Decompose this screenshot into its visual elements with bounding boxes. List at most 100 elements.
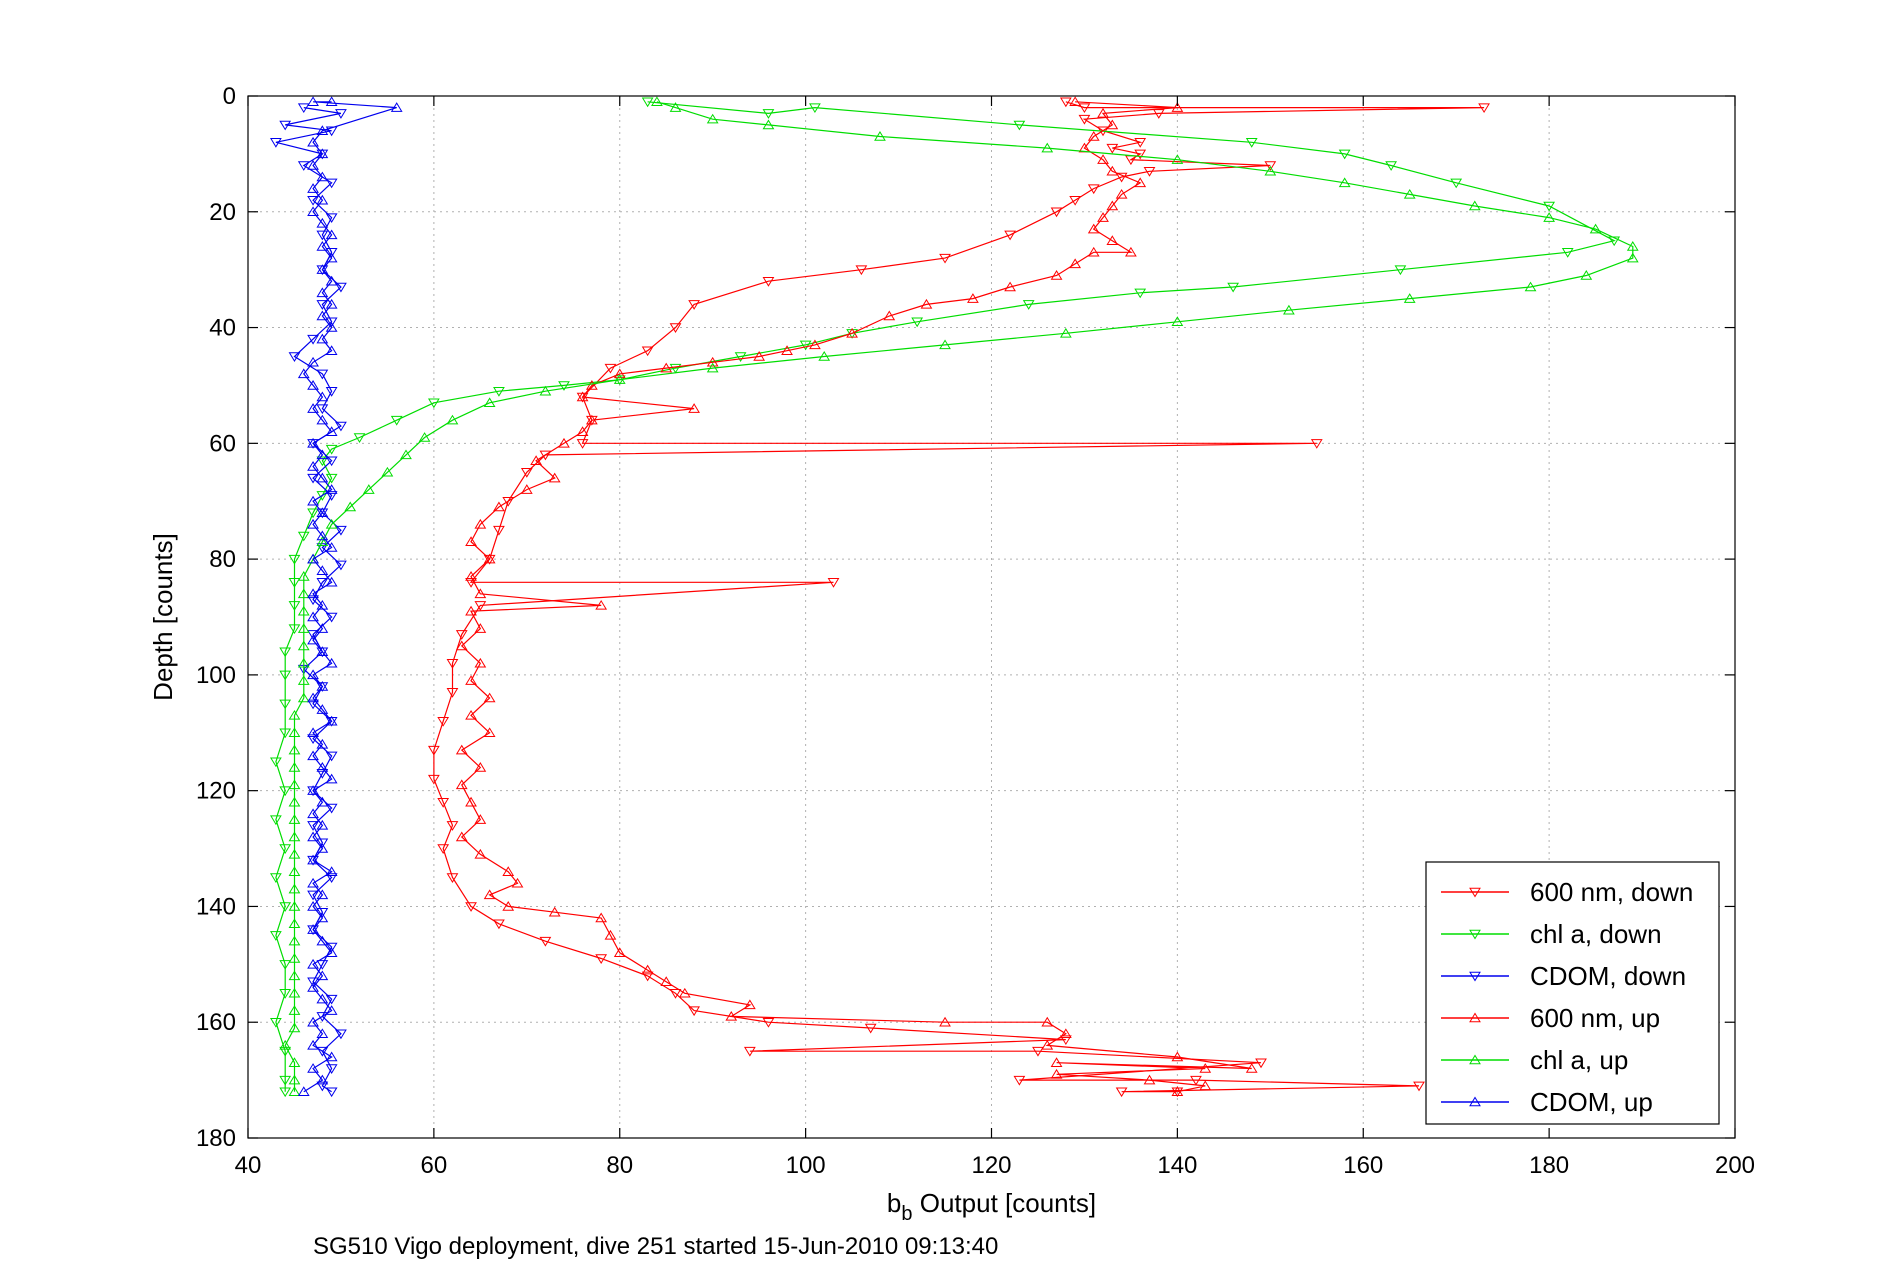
data-point-marker [325,576,338,587]
data-point-marker [1134,288,1147,299]
data-point-marker [1468,200,1481,211]
data-point-marker [279,728,292,739]
data-point-marker [307,334,319,345]
data-point-marker [316,230,329,241]
data-point-marker [437,844,450,855]
x-tick-label: 80 [606,1152,633,1179]
data-point-marker [1050,269,1063,280]
data-point-marker [1050,207,1063,218]
data-point-marker [1478,103,1490,114]
data-point-marker [809,339,821,350]
data-point-marker [307,437,319,448]
data-point-marker [325,612,338,623]
data-point-marker [325,345,338,355]
data-point-marker [325,178,338,189]
data-point-marker [1069,195,1082,206]
data-point-marker [307,982,319,992]
data-point-marker [307,692,319,703]
legend-swatch-marker [1469,1096,1481,1107]
data-point-marker [316,912,329,923]
x-tick-label: 120 [971,1152,1011,1179]
data-point-marker [539,936,552,947]
data-point-marker [316,449,329,460]
data-point-marker [316,472,329,483]
data-point-marker [288,987,301,998]
data-point-marker [1097,212,1109,222]
series-line [460,101,1252,1093]
data-point-marker [1106,119,1119,130]
data-point-marker [316,960,329,970]
data-point-marker [911,317,924,328]
data-point-marker [595,599,608,610]
data-point-marker [316,769,329,779]
data-point-marker [455,744,468,755]
data-point-marker [335,560,347,571]
data-point-marker [307,821,319,831]
data-point-marker [269,757,282,768]
data-point-marker [279,989,292,999]
x-axis-label: bb Output [counts] [887,1188,1096,1225]
data-point-marker [316,369,329,380]
data-point-marker [307,890,319,901]
data-point-marker [1059,97,1072,108]
data-point-marker [307,195,319,206]
data-point-marker [307,518,319,529]
data-point-marker [1283,304,1295,315]
data-point-marker [1125,246,1137,257]
data-point-marker [307,785,319,795]
data-point-marker [316,646,329,656]
data-point-marker [288,1074,301,1085]
data-point-marker [279,786,292,797]
data-point-marker [288,779,301,790]
data-point-marker [297,623,310,633]
data-point-marker [325,994,338,1005]
data-point-marker [483,727,496,738]
data-point-marker [1310,439,1323,449]
data-point-marker [307,854,319,865]
y-tick-label: 180 [196,1125,236,1152]
data-point-marker [316,993,329,1004]
data-point-marker [335,109,347,119]
data-point-marker [288,624,301,635]
data-point-marker [335,1029,347,1040]
data-point-marker [307,379,319,390]
data-point-marker [316,241,329,251]
data-point-marker [483,889,496,900]
data-point-marker [1106,235,1119,245]
data-point-marker [1580,269,1593,280]
data-point-marker [1626,252,1639,263]
data-point-marker [520,484,533,494]
data-point-marker [688,1006,700,1017]
data-point-marker [613,374,626,384]
data-point-marker [474,762,487,772]
data-point-marker [1087,184,1100,195]
data-point-marker [1069,96,1082,107]
data-point-marker [1041,1039,1054,1050]
data-point-marker [307,958,319,969]
data-point-marker [1041,142,1054,153]
y-tick-label: 60 [209,430,236,457]
series-4 [279,96,1639,1096]
data-point-marker [539,385,552,396]
data-point-marker [297,675,310,685]
data-point-marker [307,403,319,413]
data-point-marker [465,605,477,616]
data-point-marker [465,675,477,685]
x-axis-ticks: 40 60 80 100 120 140 160 180 200 [235,96,1755,1179]
data-point-marker [335,525,347,536]
data-point-marker [1338,149,1351,160]
data-point-marker [678,987,691,998]
y-tick-label: 100 [196,662,236,689]
data-point-marker [1004,230,1016,241]
data-point-marker [325,322,338,332]
data-point-marker [316,333,329,344]
data-point-marker [288,554,301,565]
data-point-marker [316,414,329,425]
data-point-marker [288,848,301,859]
data-point-marker [967,293,979,303]
data-point-marker [1190,1075,1202,1086]
data-point-marker [465,796,477,807]
data-point-marker [307,699,319,710]
data-point-marker [325,229,338,240]
data-point-marker [1106,200,1119,211]
